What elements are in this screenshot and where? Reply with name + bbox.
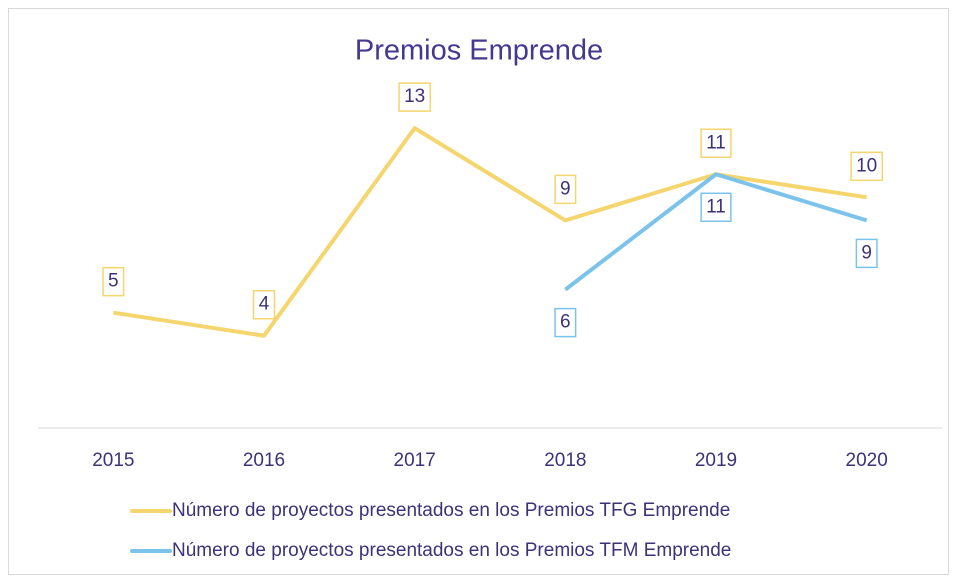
data-label: 11 [706, 132, 726, 153]
data-label-box [102, 266, 125, 297]
data-label: 6 [560, 312, 571, 333]
data-label: 9 [560, 178, 571, 199]
series-line [113, 126, 867, 338]
legend-label: Número de proyectos presentados en los P… [172, 540, 731, 561]
x-tick-label: 2019 [695, 450, 737, 471]
data-label-box [554, 307, 577, 338]
x-tick-label: 2018 [544, 450, 586, 471]
data-label-box [398, 82, 431, 112]
data-label-box [554, 174, 577, 205]
data-label-box [850, 151, 883, 182]
data-label: 11 [706, 196, 726, 217]
series-line [564, 172, 868, 292]
chart-title: Premios Emprende [355, 35, 603, 67]
x-tick-label: 2015 [92, 450, 134, 471]
legend-label: Número de proyectos presentados en los P… [172, 500, 730, 521]
data-label-box [700, 192, 732, 223]
data-label: 5 [108, 271, 119, 292]
data-label: 4 [259, 294, 270, 315]
data-label: 9 [861, 242, 872, 263]
x-tick-label: 2020 [846, 450, 888, 471]
chart-frame [8, 8, 949, 575]
data-label: 13 [404, 86, 425, 107]
data-label-box [252, 289, 276, 320]
data-label-box [855, 238, 878, 269]
data-label-box [700, 128, 732, 159]
data-label: 10 [856, 155, 877, 176]
x-tick-label: 2016 [243, 450, 285, 471]
x-tick-label: 2017 [394, 450, 436, 471]
